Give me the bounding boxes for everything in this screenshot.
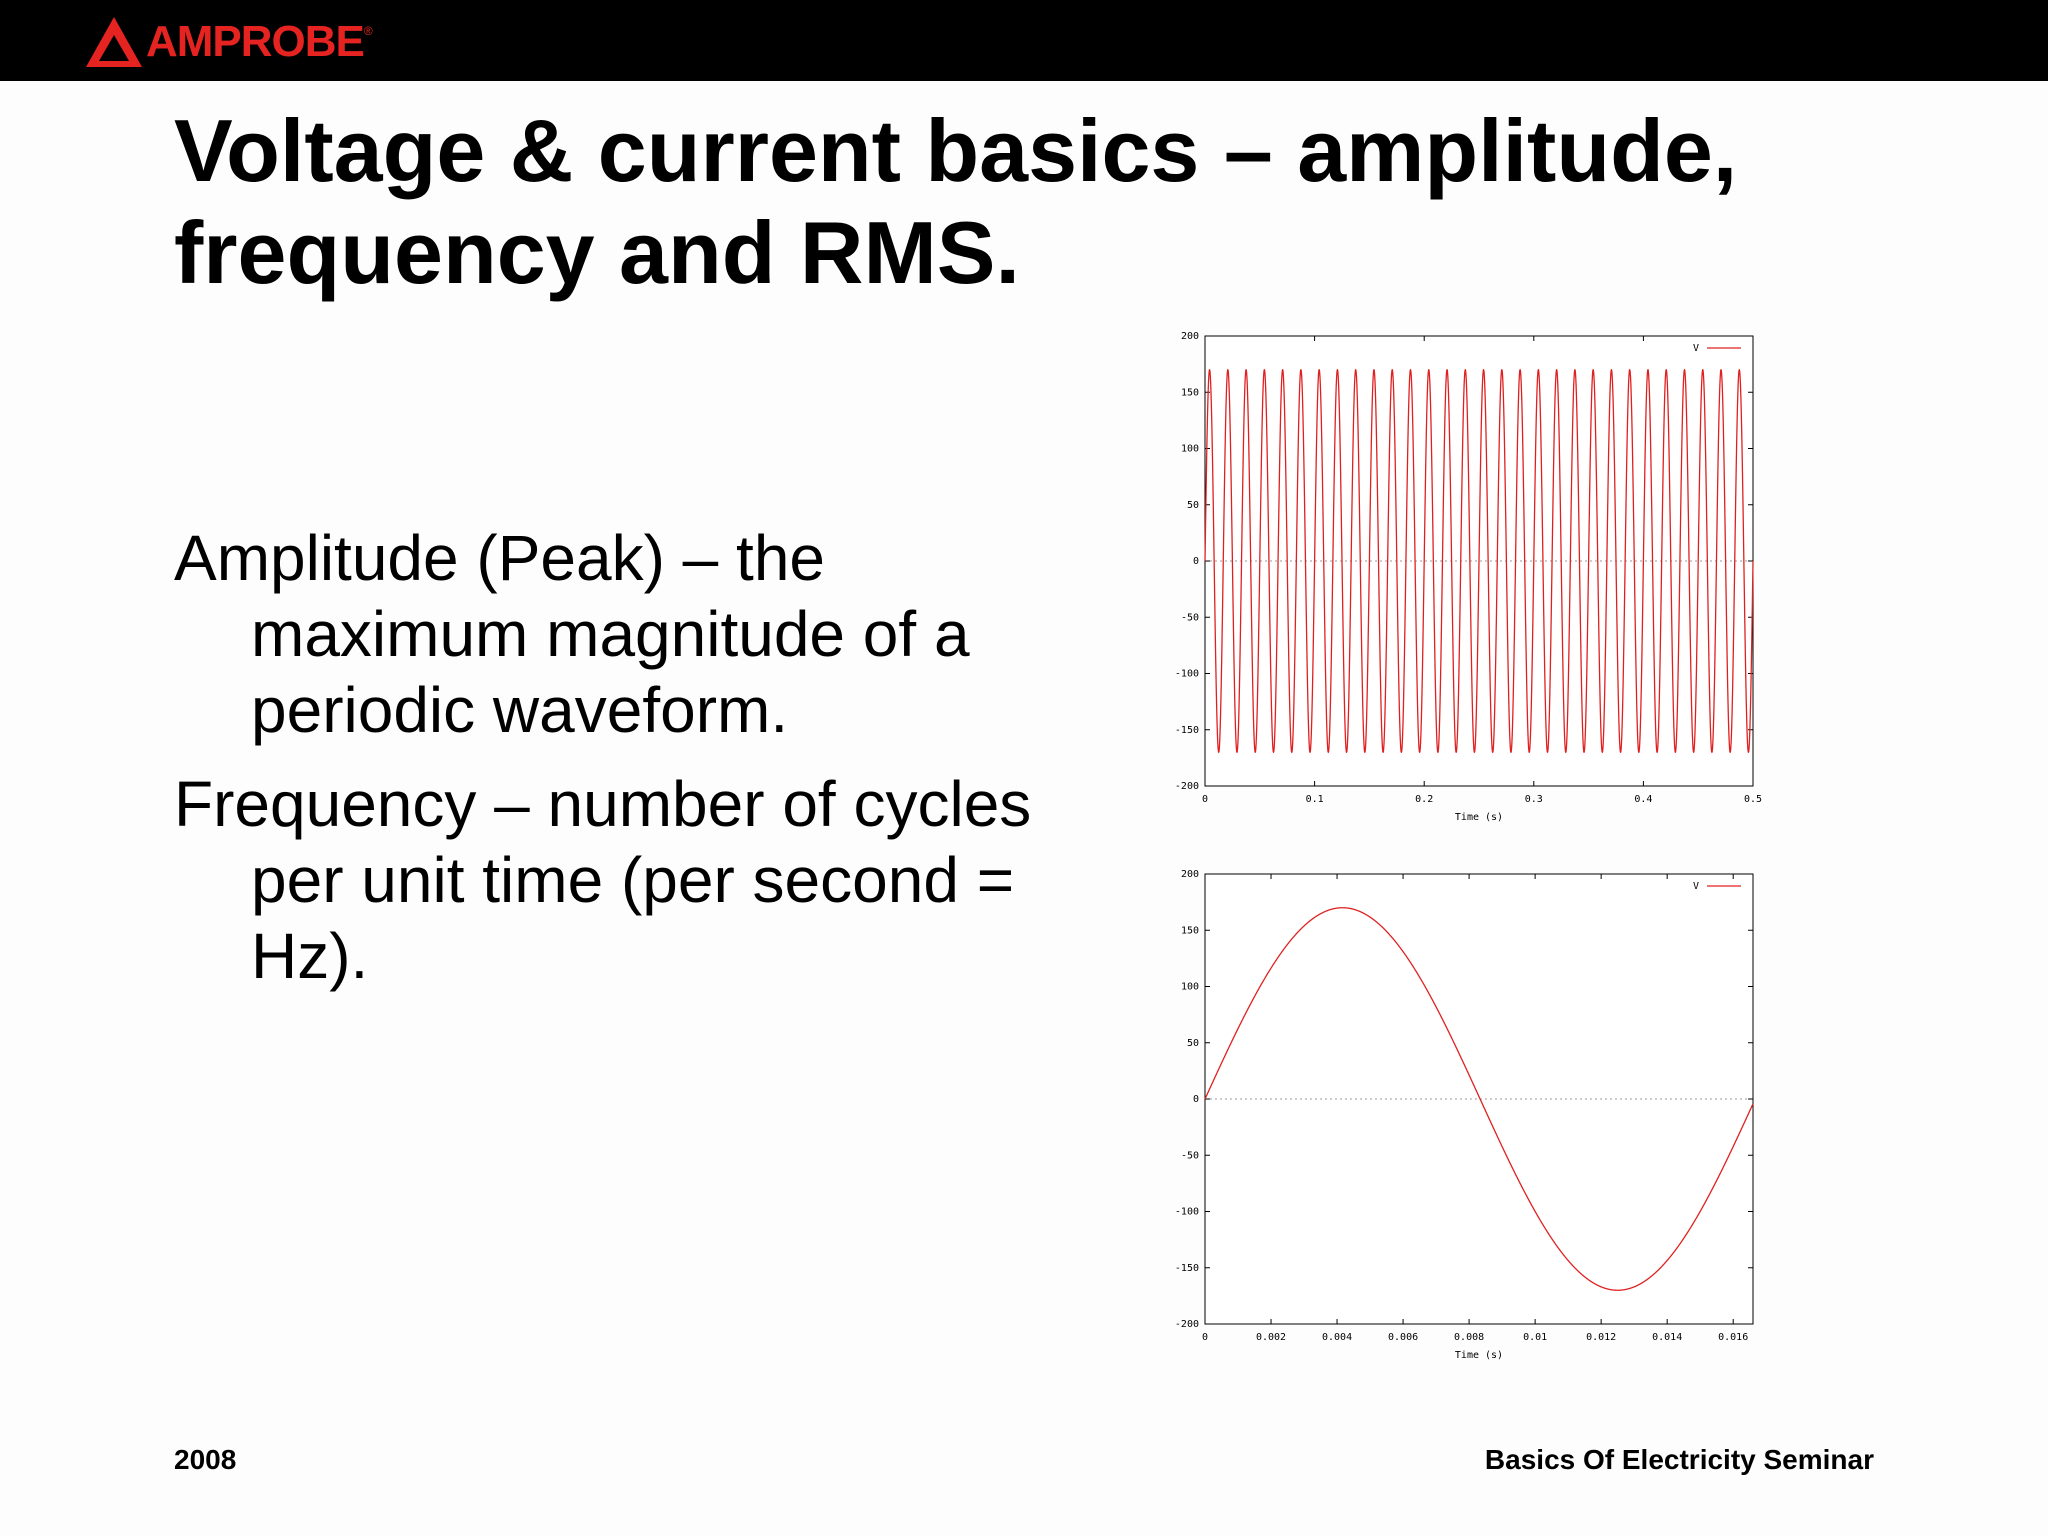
x-axis-label: Time (s) [1455,1350,1503,1361]
chart-full-waveform: -200 -150 -100 -50 0 50 100 150 200 0 0.1 0.2 0.3 0.4… [1160,322,1780,842]
x-tick-label: 0 [1202,1332,1208,1343]
y-tick-label: 50 [1187,1038,1199,1049]
bullet-frequency: Frequency – number of cycles per unit ti… [174,768,1032,992]
y-tick-label: 200 [1181,869,1199,880]
y-tick-label: -200 [1175,1319,1199,1330]
y-tick-label: 0 [1193,556,1199,567]
series-line-V [1204,907,1754,1291]
x-tick-label: 0.006 [1388,1332,1418,1343]
x-tick-label: 0.4 [1634,794,1652,805]
brand-logo: AMPROBE ® [84,14,373,70]
chart-single-cycle: -200 -150 -100 -50 0 50 100 150 200 0 0.002 0.004 0.… [1160,860,1780,1380]
legend-label: V [1693,881,1699,892]
x-tick-label: 0.016 [1718,1332,1748,1343]
x-tick-label: 0.008 [1454,1332,1484,1343]
y-tick-label: 150 [1181,925,1199,936]
warning-triangle-icon [86,17,142,67]
registered-mark: ® [363,24,373,38]
legend-label: V [1693,343,1699,354]
y-tick-label: 100 [1181,444,1199,455]
x-tick-label: 0.2 [1415,794,1433,805]
x-tick-label: 0.004 [1322,1332,1352,1343]
slide-title: Voltage & current basics – amplitude, fr… [174,101,1738,302]
y-tick-label: -50 [1181,612,1199,623]
x-tick-label: 0.3 [1525,794,1543,805]
chart-single-cycle-svg: -200 -150 -100 -50 0 50 100 150 200 0 0.002 0.004 0.… [1175,869,1754,1361]
y-tick-label: -50 [1181,1150,1199,1161]
y-tick-label: -200 [1175,781,1199,792]
y-tick-label: 150 [1181,387,1199,398]
x-axis-label: Time (s) [1455,812,1503,823]
y-tick-label: -100 [1175,669,1199,680]
y-tick-label: 50 [1187,500,1199,511]
y-tick-label: -100 [1175,1207,1199,1218]
bullet-amplitude: Amplitude (Peak) – the maximum magnitude… [174,522,970,746]
y-tick-label: -150 [1175,725,1199,736]
bullet-list: Amplitude (Peak) – the maximum magnitude… [174,520,1034,1012]
y-tick-label: 100 [1181,982,1199,993]
x-tick-label: 0.012 [1586,1332,1616,1343]
footer-seminar: Basics Of Electricity Seminar [1484,1444,1874,1475]
chart-full-waveform-svg: -200 -150 -100 -50 0 50 100 150 200 0 0.1 0.2 0.3 0.4… [1175,331,1762,823]
x-tick-label: 0.5 [1744,794,1762,805]
y-tick-label: 0 [1193,1094,1199,1105]
series-line-V [1204,368,1754,754]
footer-year: 2008 [174,1444,237,1475]
x-tick-label: 0.002 [1256,1332,1286,1343]
y-tick-label: 200 [1181,331,1199,342]
x-tick-label: 0 [1202,794,1208,805]
brand-name: AMPROBE [146,17,365,66]
y-tick-label: -150 [1175,1263,1199,1274]
header-bar: AMPROBE ® [0,0,2048,81]
x-tick-label: 0.014 [1652,1332,1682,1343]
x-tick-label: 0.01 [1523,1332,1547,1343]
x-tick-label: 0.1 [1306,794,1324,805]
